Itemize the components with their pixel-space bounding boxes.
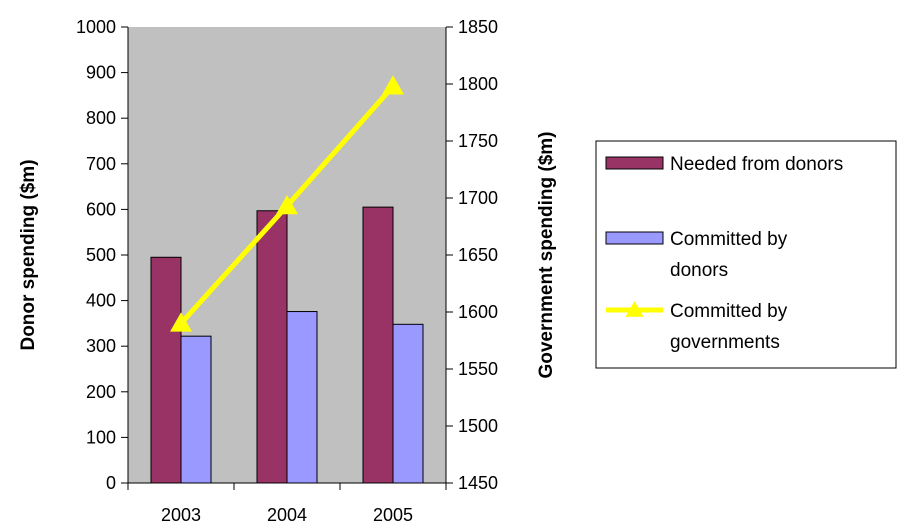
y-tick-label: 800 — [86, 108, 116, 128]
legend-swatch-committed-by-donors — [605, 231, 664, 245]
y2-tick-label: 1600 — [458, 302, 498, 322]
legend: Needed from donors Committed by donors Comm… — [595, 140, 897, 369]
bar-committed-by-donors-2005 — [392, 323, 424, 484]
point-marker-2004 — [276, 194, 298, 215]
y2-tick-label: 1700 — [458, 188, 498, 208]
y-tick-label: 700 — [86, 154, 116, 174]
y2-tick-label: 1750 — [458, 131, 498, 151]
y2-axis-title: Government spending ($m) — [536, 131, 557, 378]
bar-committed-by-donors-2003 — [180, 335, 212, 484]
y-tick-label: 100 — [86, 427, 116, 447]
bar-needed-from-donors-2005 — [362, 206, 394, 484]
point-marker-2003 — [170, 312, 192, 332]
legend-label: governments — [670, 332, 780, 353]
y-tick-label: 200 — [86, 382, 116, 402]
y2-tick-label: 1450 — [458, 473, 498, 493]
y-tick-label: 0 — [106, 473, 116, 493]
y-tick-label: 400 — [86, 291, 116, 311]
y2-tick-label: 1550 — [458, 359, 498, 379]
y2-tick-label: 1500 — [458, 416, 498, 436]
legend-marker-committed-by-governments — [625, 301, 644, 317]
legend-label: Committed by — [670, 301, 788, 322]
bar-committed-by-donors-2004 — [286, 311, 318, 484]
legend-label: Committed by — [670, 229, 788, 250]
y2-tick-label: 1850 — [458, 17, 498, 37]
y-tick-label: 300 — [86, 336, 116, 356]
y-axis-title: Donor spending ($m) — [18, 159, 39, 350]
y2-tick-label: 1800 — [458, 74, 498, 94]
y-tick-label: 900 — [86, 63, 116, 83]
y-tick-label: 500 — [86, 245, 116, 265]
labels-layer: 0 100 200 300 400 500 600 700 800 900 1000 1450 1500… — [76, 17, 498, 525]
x-tick-label: 2003 — [161, 505, 201, 525]
bar-needed-from-donors-2004 — [256, 210, 288, 484]
y-tick-label: 1000 — [76, 17, 116, 37]
bars-layer — [150, 206, 424, 484]
legend-label: donors — [670, 260, 728, 281]
bar-needed-from-donors-2003 — [150, 256, 182, 484]
x-tick-label: 2004 — [267, 505, 307, 525]
point-marker-2005 — [382, 75, 404, 95]
y2-tick-label: 1650 — [458, 245, 498, 265]
axes-layer — [121, 26, 453, 490]
y-tick-label: 600 — [86, 199, 116, 219]
legend-label: Needed from donors — [670, 154, 843, 175]
legend-box — [595, 140, 897, 369]
line-layer — [170, 75, 404, 332]
x-tick-label: 2005 — [373, 505, 413, 525]
legend-swatch-needed-from-donors — [605, 156, 664, 170]
